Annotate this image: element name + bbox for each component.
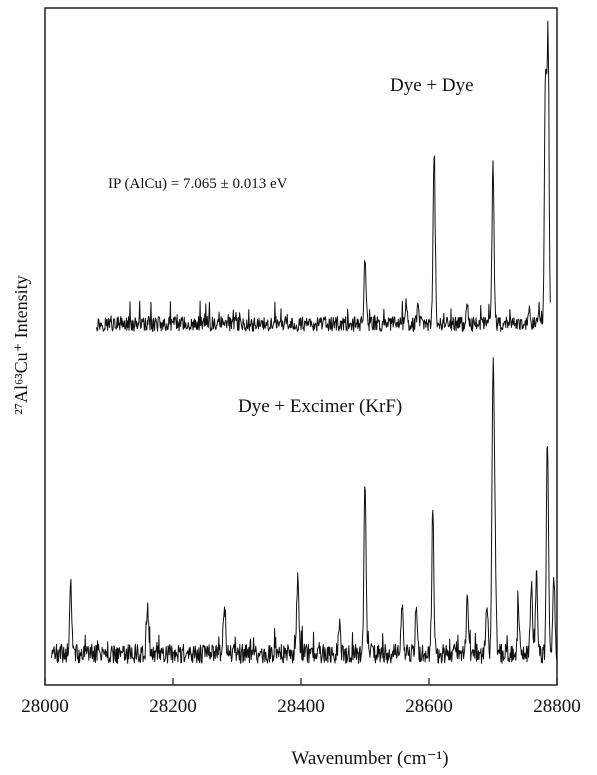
plot-frame: [44, 7, 558, 686]
y-axis-label: ²⁷Al⁶³Cu⁺ Intensity: [11, 275, 31, 414]
series-line-dye-dye: [95, 20, 551, 332]
x-tick-label: 28200: [149, 696, 197, 717]
series-line-dye-excimer: [50, 357, 558, 664]
annotation-dye-dye: Dye + Dye: [390, 75, 474, 96]
x-tick-label: 28600: [405, 696, 453, 717]
x-ticks: 28000 28200 28400 28600 28800: [21, 678, 581, 717]
annotation-ionization-potential: IP (AlCu) = 7.065 ± 0.013 eV: [108, 176, 288, 192]
x-axis-label: Wavenumber (cm⁻¹): [291, 748, 448, 769]
x-tick-label: 28400: [277, 696, 325, 717]
annotation-dye-excimer: Dye + Excimer (KrF): [238, 396, 402, 417]
x-tick-label: 28000: [21, 696, 69, 717]
x-tick-label: 28800: [533, 696, 581, 717]
series-group: [50, 20, 558, 664]
